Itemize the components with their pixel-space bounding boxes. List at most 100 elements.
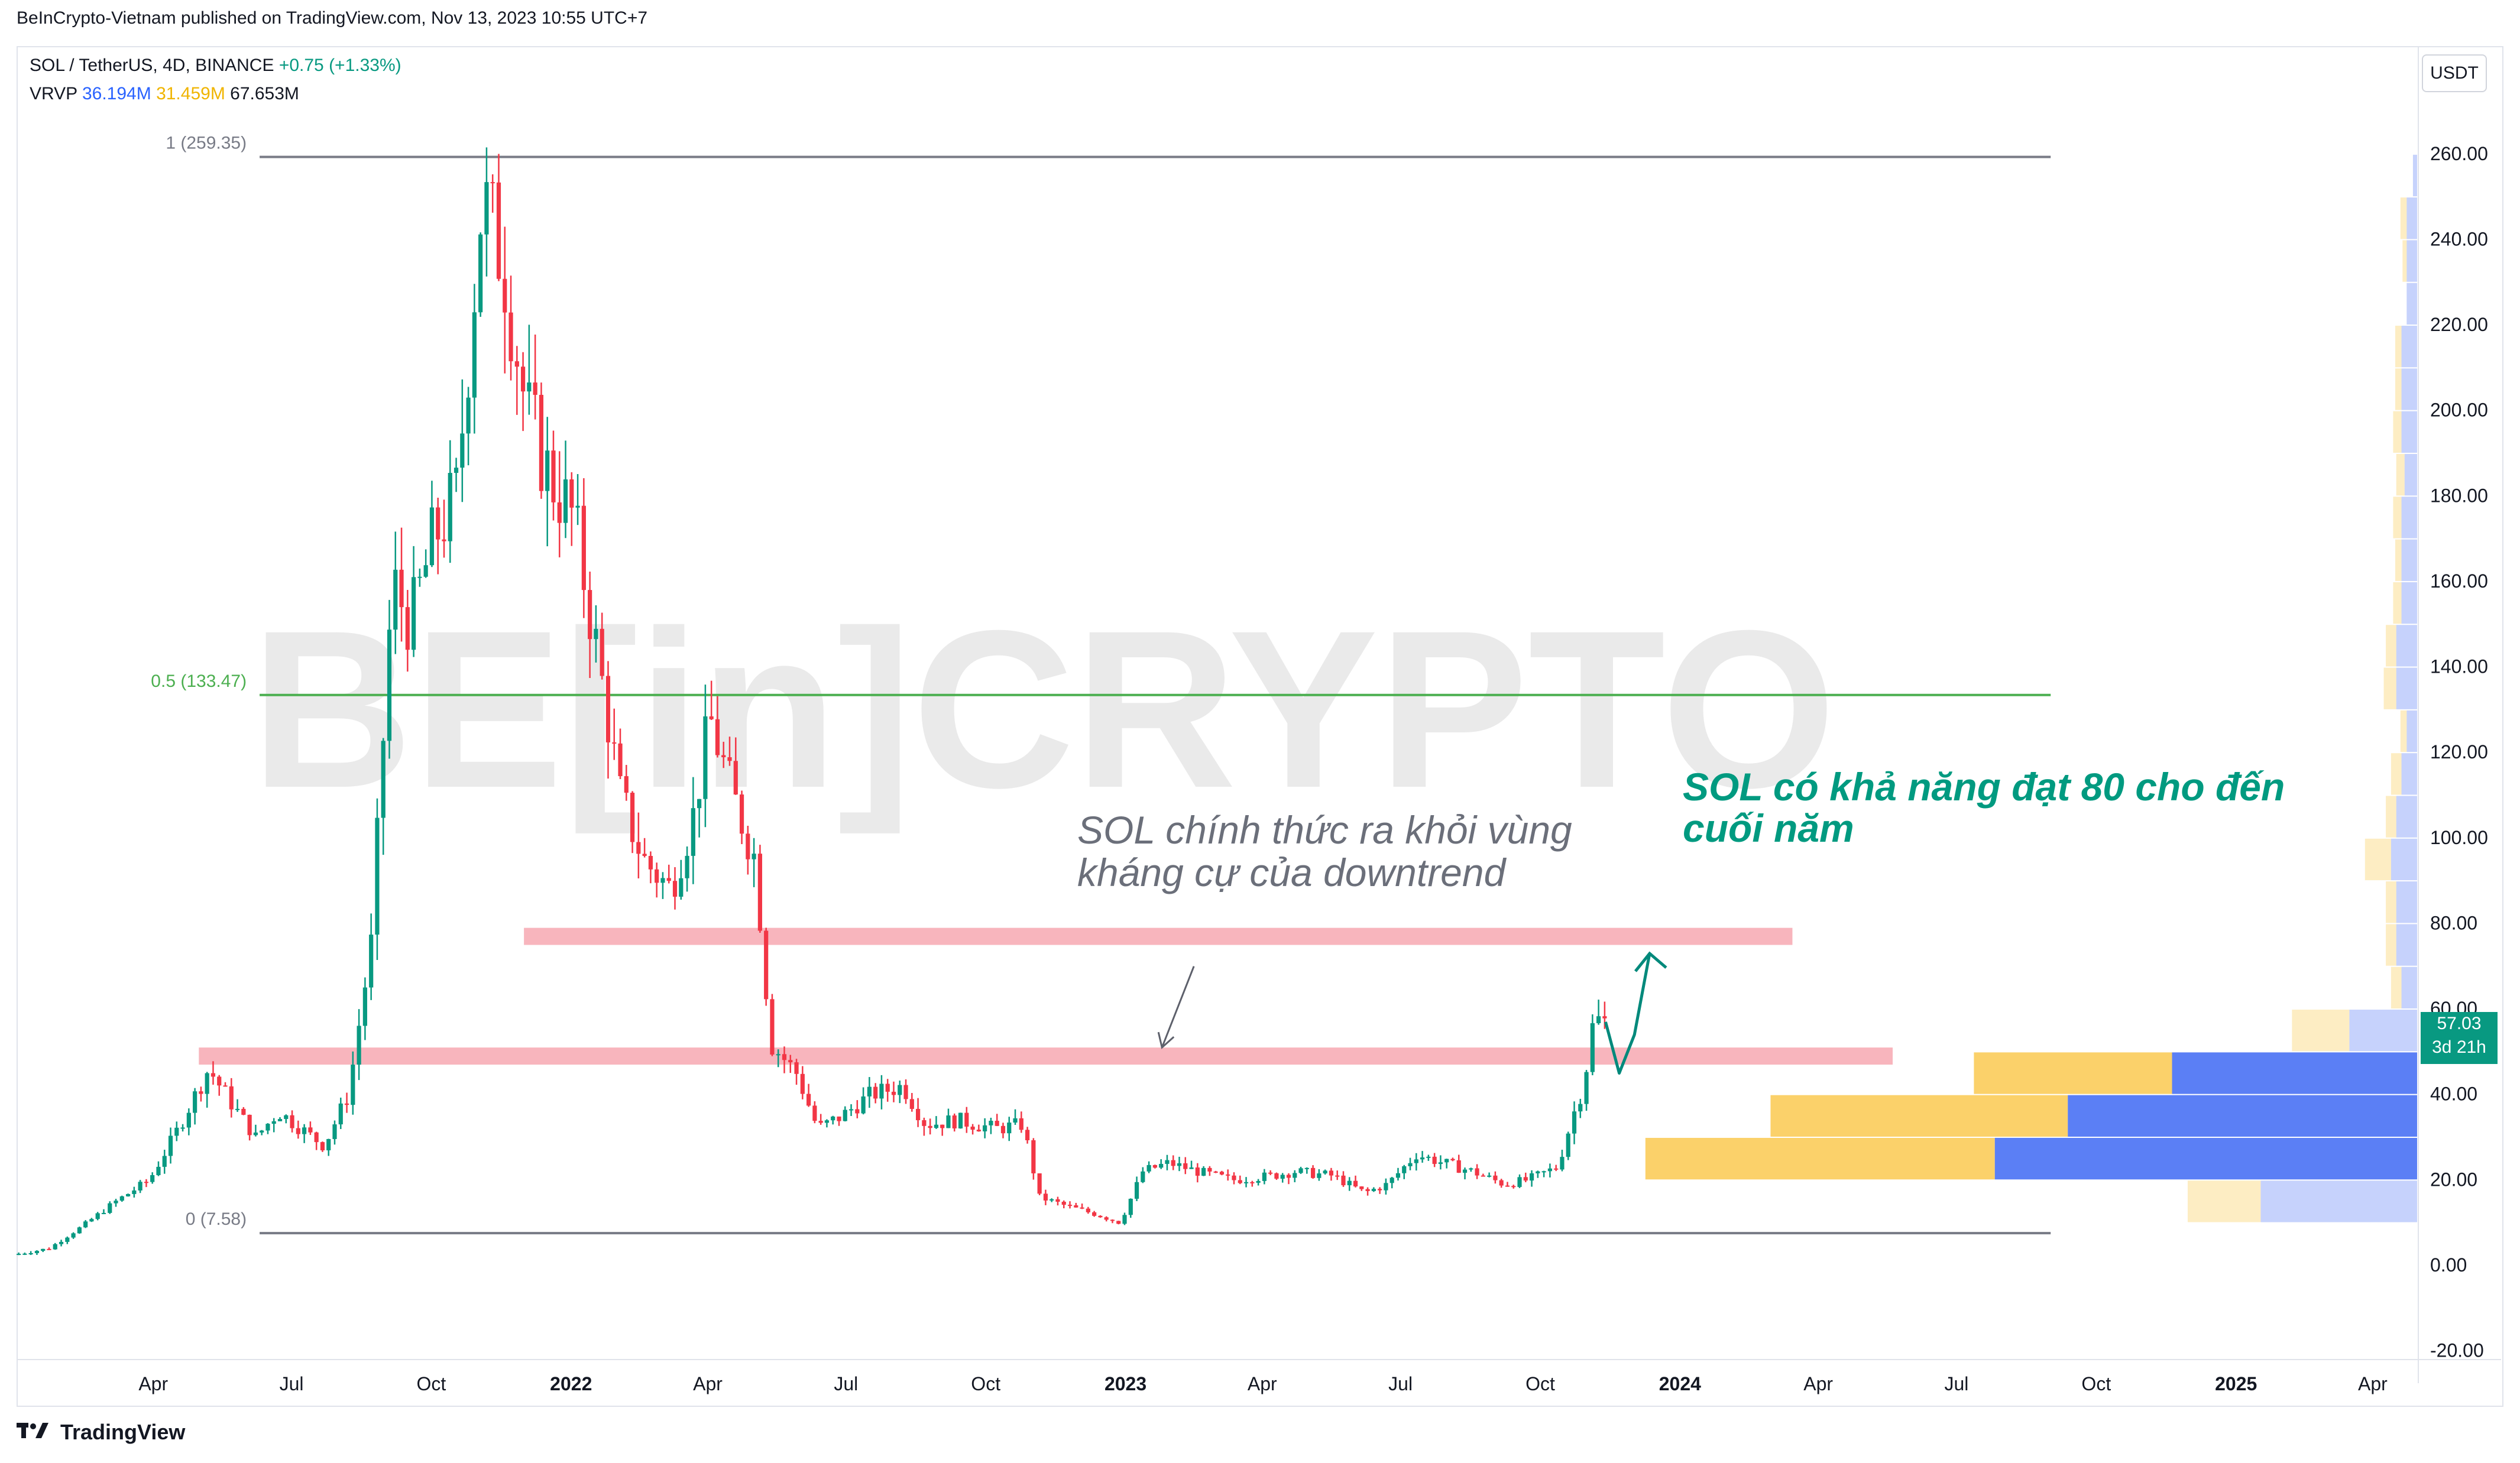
candle-body <box>217 1076 222 1086</box>
candle-body <box>1074 1205 1078 1208</box>
candle-body <box>776 1054 780 1056</box>
candle-body <box>119 1196 124 1201</box>
y-tick-label: 100.00 <box>2430 827 2488 848</box>
candle-body <box>1007 1123 1012 1134</box>
volume-profile-down-bar <box>2386 625 2396 667</box>
candle-body <box>1341 1175 1346 1186</box>
candle-body <box>1487 1175 1492 1177</box>
volume-profile-down-bar <box>1974 1052 2172 1094</box>
candle-body <box>150 1175 155 1182</box>
candle-body <box>605 676 611 742</box>
candle-body <box>800 1073 805 1094</box>
y-tick-label: 160.00 <box>2430 570 2488 592</box>
candle-body <box>539 394 544 491</box>
candle-body <box>757 854 762 931</box>
candle-body <box>928 1125 932 1128</box>
candle-body <box>47 1248 51 1250</box>
candle-body <box>472 312 477 398</box>
candle-body <box>837 1116 841 1121</box>
vrvp-legend[interactable]: VRVP 36.194M 31.459M 67.653M <box>30 84 299 104</box>
candle-body <box>934 1124 939 1128</box>
candle-body <box>1274 1173 1279 1179</box>
candle-body <box>588 590 592 640</box>
candle-body <box>22 1253 27 1255</box>
candle-body <box>253 1132 258 1136</box>
candle-body <box>429 507 435 566</box>
currency-button[interactable]: USDT <box>2422 54 2487 92</box>
candle-body <box>412 577 416 650</box>
candle-body <box>1481 1175 1485 1177</box>
volume-profile-up-bar <box>2396 796 2417 838</box>
candle-body <box>600 628 604 676</box>
candle-body <box>527 382 532 392</box>
candle-body <box>59 1241 64 1244</box>
candle-body <box>575 505 580 508</box>
volume-profile-up-bar <box>2406 240 2417 282</box>
candle-body <box>1517 1177 1522 1188</box>
candle-body <box>180 1127 185 1129</box>
x-tick-label: Jul <box>834 1373 858 1394</box>
candle-body <box>1395 1173 1401 1178</box>
candle-body <box>271 1121 276 1124</box>
footer-brand[interactable]: TradingView <box>17 1420 185 1445</box>
candle-body <box>1499 1180 1504 1186</box>
candle-body <box>241 1108 246 1115</box>
candle-body <box>1092 1212 1097 1216</box>
candle-body <box>533 382 537 395</box>
candle-body <box>1280 1175 1285 1179</box>
volume-profile-down-bar <box>2395 326 2402 368</box>
candle-body <box>1554 1168 1559 1170</box>
candle-body <box>320 1142 325 1151</box>
volume-profile-down-bar <box>2395 368 2402 410</box>
candle-body <box>818 1121 823 1123</box>
volume-profile-up-bar <box>2396 625 2417 667</box>
candle-body <box>1529 1173 1534 1181</box>
candle-body <box>265 1124 270 1131</box>
vrvp-down-volume: 31.459M <box>156 84 225 103</box>
candle-body <box>362 987 367 1026</box>
candle-body <box>903 1085 908 1099</box>
candle-body <box>1159 1164 1164 1168</box>
candle-body <box>1110 1219 1115 1221</box>
candle-body <box>284 1115 289 1120</box>
candle-body <box>442 539 446 541</box>
candle-body <box>448 473 452 541</box>
candle-body <box>1311 1167 1316 1178</box>
candle-body <box>1335 1175 1340 1177</box>
candle-body <box>1389 1177 1394 1183</box>
candle-body <box>1420 1157 1425 1160</box>
volume-profile-down-bar <box>2393 497 2402 539</box>
candle-body <box>946 1115 951 1128</box>
candle-body <box>503 278 507 313</box>
candle-body <box>393 569 398 630</box>
candle-body <box>752 854 756 859</box>
candle-body <box>1462 1169 1468 1173</box>
candle-body <box>557 502 562 523</box>
candle-body <box>1317 1173 1321 1178</box>
volume-profile-up-bar <box>2406 283 2417 325</box>
volume-profile-down-bar <box>2400 197 2407 239</box>
candle-body <box>1378 1189 1382 1190</box>
volume-profile-down-bar <box>2393 411 2402 453</box>
candle-body <box>691 808 695 856</box>
candle-body <box>1238 1180 1242 1183</box>
volume-profile-up-bar <box>2406 197 2417 239</box>
candle-body <box>1438 1162 1443 1164</box>
candle-body <box>1384 1183 1388 1190</box>
candle-body <box>229 1086 234 1110</box>
volume-profile-up-bar <box>2401 368 2417 410</box>
candle-body <box>1353 1180 1358 1187</box>
candle-body <box>399 569 404 608</box>
candle-body <box>478 234 483 313</box>
x-tick-label: Apr <box>1248 1373 1277 1394</box>
candle-body <box>1359 1186 1364 1189</box>
candle-body <box>89 1219 94 1222</box>
volume-profile-up-bar <box>2412 154 2417 197</box>
vrvp-label: VRVP <box>30 84 77 103</box>
candle-body <box>733 761 738 795</box>
volume-profile-up-bar <box>2260 1180 2417 1222</box>
x-tick-label: Apr <box>693 1373 723 1394</box>
volume-profile-down-bar <box>2386 924 2396 966</box>
candle-body <box>879 1084 884 1099</box>
